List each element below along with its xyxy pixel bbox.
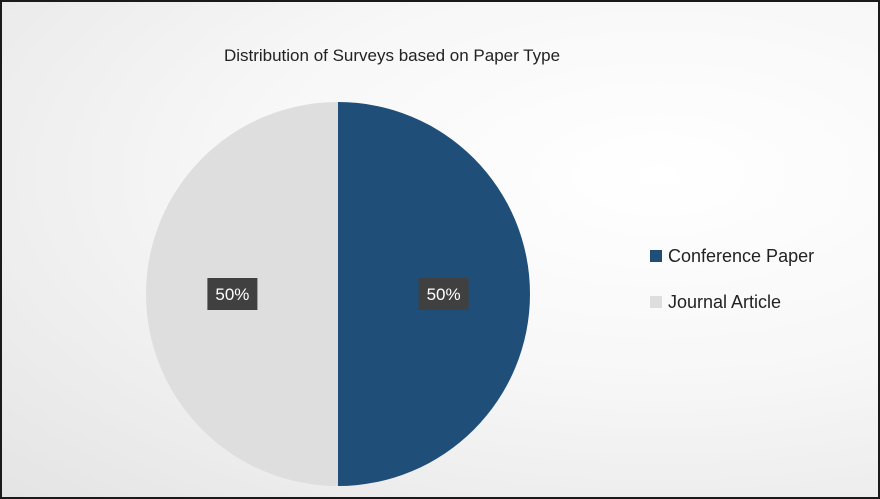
data-label-journal-article: 50%: [207, 278, 258, 310]
data-label-box: [207, 278, 258, 310]
legend-label-conference-paper: Conference Paper: [668, 245, 815, 266]
pie-data-labels: 50% 50%: [207, 278, 469, 310]
data-label-text: 50%: [427, 285, 461, 304]
legend-label-journal-article: Journal Article: [668, 291, 782, 312]
pie-slices: [146, 102, 530, 486]
chart-title: Distribution of Surveys based on Paper T…: [223, 46, 561, 65]
legend-item-journal-article: Journal Article: [650, 290, 814, 314]
data-label-box: [418, 278, 469, 310]
data-label-conference-paper: 50%: [418, 278, 469, 310]
legend-swatch-journal-article: [650, 296, 662, 308]
legend: Conference Paper Journal Article: [650, 244, 814, 336]
data-label-text: 50%: [215, 285, 249, 304]
legend-swatch-conference-paper: [650, 250, 662, 262]
legend-item-conference-paper: Conference Paper: [650, 244, 814, 268]
